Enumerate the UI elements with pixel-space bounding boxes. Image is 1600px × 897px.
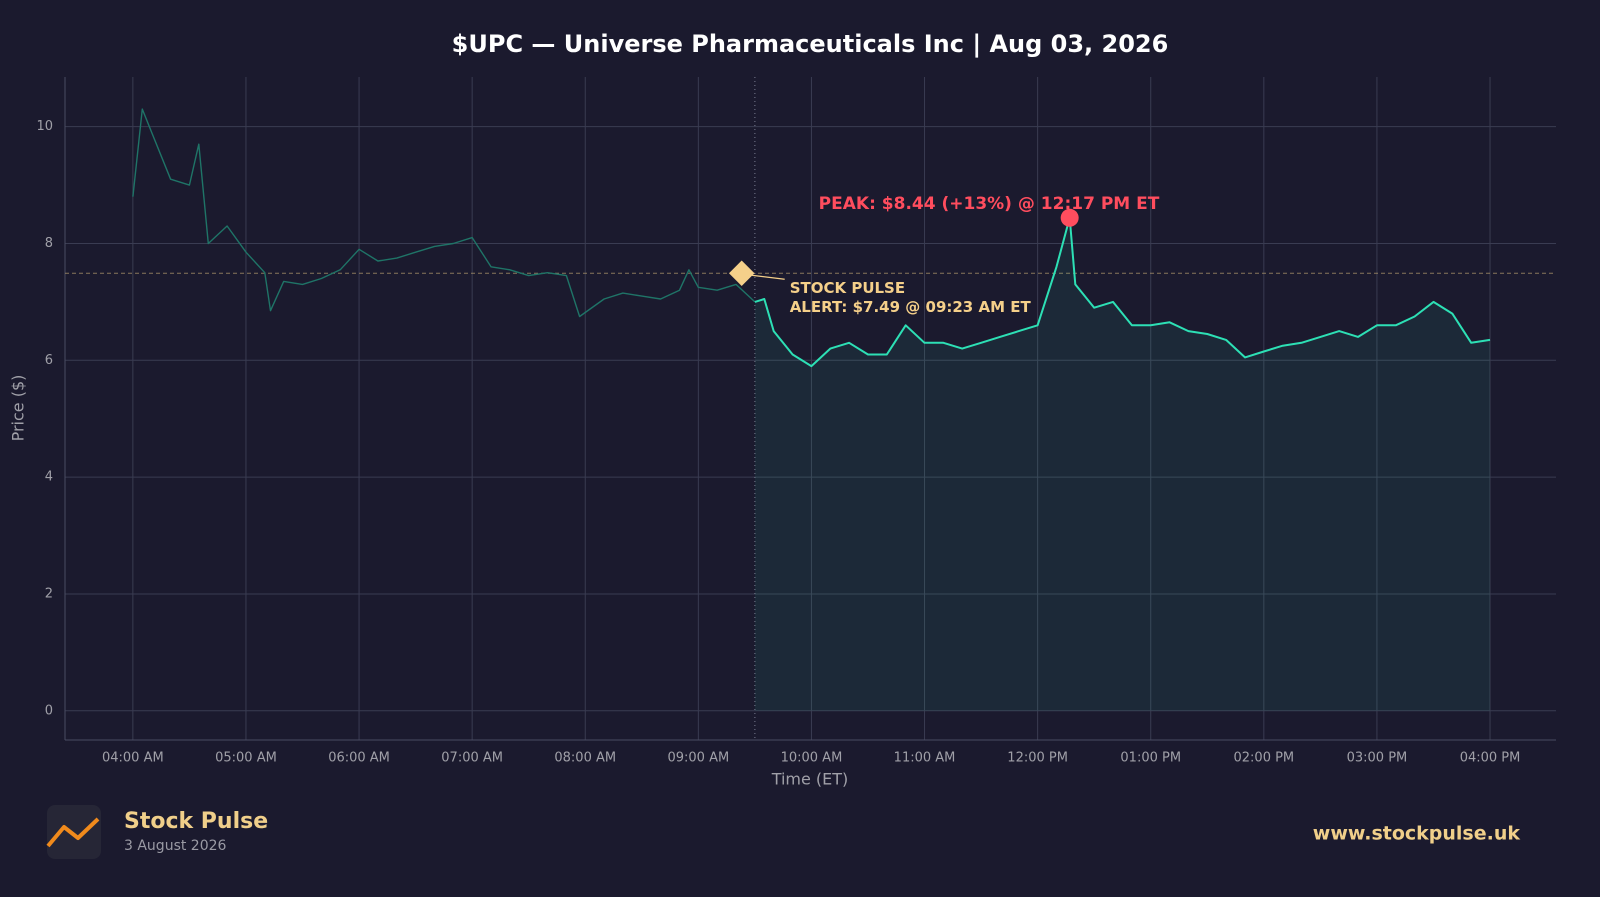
plot-area: 0 2 4 6 8 10 04:00 AM 05:00 AM 06:00 AM 07:00 AM 0…: [36, 77, 1556, 766]
x-axis-label: Time (ET): [771, 770, 849, 789]
x-tick-label: 10:00 AM: [781, 751, 843, 766]
logo: [46, 805, 101, 859]
x-tick-label: 12:00 PM: [1007, 751, 1068, 766]
x-tick-label: 07:00 AM: [441, 751, 503, 766]
brand-name: Stock Pulse: [124, 809, 268, 834]
alert-connector: [751, 274, 785, 280]
chart-title: $UPC — Universe Pharmaceuticals Inc | Au…: [452, 30, 1169, 58]
y-tick-label: 2: [45, 586, 53, 601]
y-tick-label: 6: [45, 353, 53, 368]
x-tick-label: 08:00 AM: [554, 751, 616, 766]
logo-icon: [46, 817, 100, 848]
alert-marker: [728, 260, 755, 286]
x-tick-label: 06:00 AM: [328, 751, 390, 766]
price-line: [754, 216, 1491, 368]
x-tick-label: 04:00 AM: [102, 751, 164, 766]
footer-date: 3 August 2026: [124, 838, 227, 854]
x-tick-label: 03:00 PM: [1347, 751, 1408, 766]
area: [754, 217, 1491, 711]
y-tick-label: 10: [36, 119, 53, 134]
alert-label: STOCK PULSE: [790, 279, 905, 297]
price-line: [132, 108, 756, 318]
y-axis-label: Price ($): [9, 375, 28, 442]
x-tick-label: 11:00 AM: [894, 751, 956, 766]
logo-box: [47, 805, 101, 859]
x-tick-label: 02:00 PM: [1234, 751, 1295, 766]
x-tick-label: 01:00 PM: [1120, 751, 1181, 766]
peak-marker: [1060, 208, 1079, 227]
x-tick-label: 04:00 PM: [1460, 751, 1521, 766]
alert-label: ALERT: $7.49 @ 09:23 AM ET: [790, 298, 1032, 316]
y-tick-label: 8: [45, 236, 53, 251]
y-tick-label: 0: [45, 703, 53, 718]
x-tick-label: 05:00 AM: [215, 751, 277, 766]
peak-label: PEAK: $8.44 (+13%) @ 12:17 PM ET: [819, 194, 1160, 214]
x-tick-label: 09:00 AM: [667, 751, 729, 766]
footer-url: www.stockpulse.uk: [1313, 823, 1521, 845]
y-tick-label: 4: [45, 470, 53, 485]
